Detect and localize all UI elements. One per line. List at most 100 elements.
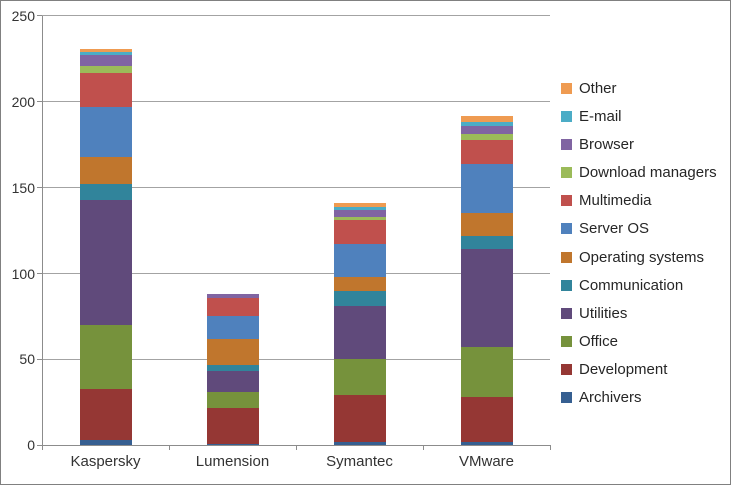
bar-segment-multimedia-lumension — [206, 297, 259, 317]
bar-segment-archivers-vmware — [460, 441, 513, 446]
legend-label-development: Development — [579, 361, 668, 379]
bar-segment-utilities-symantec — [333, 306, 386, 360]
bar-segment-download-managers-vmware — [460, 134, 513, 140]
bar-segment-other-symantec — [333, 203, 386, 207]
bar-segment-browser-vmware — [460, 125, 513, 135]
bar-segment-operating-systems-kaspersky — [79, 156, 132, 185]
legend-item-e-mail: E-mail — [561, 102, 622, 130]
y-axis-tick-label-250: 250 — [11, 7, 35, 24]
legend-label-browser: Browser — [579, 135, 635, 153]
x-axis-category-label-vmware: VMware — [458, 453, 514, 470]
gridline-100 — [42, 273, 550, 275]
legend-label-other: Other — [579, 79, 617, 97]
bar-segment-server-os-vmware — [460, 163, 513, 214]
bar-segment-other-kaspersky — [79, 48, 132, 52]
bar-segment-multimedia-vmware — [460, 139, 513, 164]
legend-item-operating-systems: Operating systems — [561, 243, 704, 271]
bar-segment-e-mail-kaspersky — [79, 51, 132, 56]
legend-item-communication: Communication — [561, 271, 683, 299]
y-axis-tick-0 — [37, 444, 42, 446]
legend-item-other: Other — [561, 74, 617, 102]
bar-segment-development-vmware — [460, 397, 513, 442]
legend-label-archivers: Archivers — [579, 389, 642, 407]
x-axis-tick-4 — [549, 445, 551, 451]
legend-swatch-utilities — [561, 307, 572, 319]
x-axis-category-label-lumension: Lumension — [195, 453, 270, 470]
legend-item-office: Office — [561, 328, 618, 356]
legend-swatch-communication — [561, 279, 572, 291]
bar-segment-development-lumension — [206, 407, 259, 444]
legend-swatch-development — [561, 364, 572, 376]
legend-swatch-archivers — [561, 392, 572, 404]
y-axis-tick-250 — [37, 15, 42, 17]
y-axis-tick-150 — [37, 187, 42, 189]
y-axis-tick-50 — [37, 358, 42, 360]
bar-segment-development-kaspersky — [79, 388, 132, 441]
bar-segment-utilities-lumension — [206, 371, 259, 393]
legend-label-operating-systems: Operating systems — [579, 248, 705, 266]
bar-segment-other-vmware — [460, 115, 513, 123]
legend-item-multimedia: Multimedia — [561, 187, 652, 215]
legend-swatch-other — [561, 82, 572, 94]
bar-segment-e-mail-vmware — [460, 122, 513, 126]
y-axis-tick-label-100: 100 — [11, 265, 35, 282]
gridline-250 — [42, 15, 550, 17]
legend-swatch-server-os — [561, 223, 572, 235]
bar-segment-communication-symantec — [333, 290, 386, 307]
bar-segment-office-vmware — [460, 347, 513, 398]
legend-swatch-operating-systems — [561, 251, 572, 263]
bar-segment-browser-symantec — [333, 209, 386, 217]
bar-segment-office-kaspersky — [79, 325, 132, 389]
bar-segment-communication-kaspersky — [79, 184, 132, 200]
legend-item-development: Development — [561, 356, 667, 384]
bar-segment-multimedia-kaspersky — [79, 72, 132, 107]
legend-label-communication: Communication — [579, 276, 684, 294]
bar-segment-utilities-vmware — [460, 249, 513, 348]
legend-label-e-mail: E-mail — [579, 107, 622, 125]
bar-segment-download-managers-kaspersky — [79, 65, 132, 73]
bar-segment-server-os-kaspersky — [79, 106, 132, 157]
bar-segment-e-mail-symantec — [333, 206, 386, 210]
x-axis-category-label-symantec: Symantec — [326, 453, 393, 470]
y-axis-tick-label-150: 150 — [11, 179, 35, 196]
legend-swatch-office — [561, 336, 572, 348]
bar-segment-communication-vmware — [460, 235, 513, 250]
legend-label-multimedia: Multimedia — [579, 192, 652, 210]
x-axis-tick-3 — [422, 445, 424, 451]
gridline-50 — [42, 358, 550, 360]
y-axis-tick-200 — [37, 101, 42, 103]
legend-label-server-os: Server OS — [579, 220, 650, 238]
bar-segment-server-os-lumension — [206, 316, 259, 339]
legend-item-download-managers: Download managers — [561, 159, 717, 187]
bar-segment-utilities-kaspersky — [79, 199, 132, 326]
bar-segment-server-os-symantec — [333, 244, 386, 277]
x-axis-category-label-kaspersky: Kaspersky — [70, 453, 141, 470]
legend-label-utilities: Utilities — [579, 304, 628, 322]
bar-segment-development-symantec — [333, 395, 386, 442]
bar-segment-operating-systems-symantec — [333, 276, 386, 291]
x-axis-tick-2 — [295, 445, 297, 451]
bar-segment-browser-kaspersky — [79, 55, 132, 66]
legend-swatch-e-mail — [561, 110, 572, 122]
bar-segment-operating-systems-vmware — [460, 213, 513, 236]
legend-item-server-os: Server OS — [561, 215, 649, 243]
bar-segment-archivers-lumension — [206, 443, 259, 446]
legend-item-archivers: Archivers — [561, 384, 642, 412]
gridline-150 — [42, 187, 550, 189]
legend-swatch-download-managers — [561, 167, 572, 179]
legend-item-browser: Browser — [561, 130, 634, 158]
bar-segment-archivers-symantec — [333, 441, 386, 446]
bar-segment-download-managers-symantec — [333, 216, 386, 221]
y-axis — [42, 15, 43, 447]
x-axis-tick-1 — [168, 445, 170, 451]
legend-item-utilities: Utilities — [561, 299, 627, 327]
y-axis-tick-label-50: 50 — [19, 351, 35, 368]
legend-swatch-multimedia — [561, 195, 572, 207]
legend-swatch-browser — [561, 138, 572, 150]
y-axis-tick-100 — [37, 273, 42, 275]
x-axis — [37, 444, 551, 446]
bar-segment-archivers-kaspersky — [79, 440, 132, 446]
bar-segment-operating-systems-lumension — [206, 338, 259, 365]
bar-segment-multimedia-symantec — [333, 220, 386, 245]
